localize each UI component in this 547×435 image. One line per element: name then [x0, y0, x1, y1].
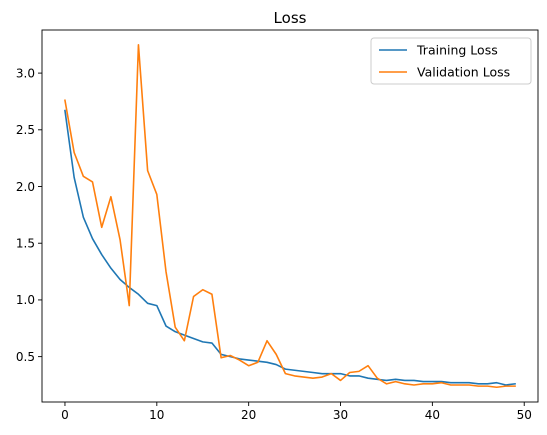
y-tick-label: 1.5	[16, 237, 35, 251]
x-tick-label: 50	[517, 408, 532, 422]
legend-label-training-loss: Training Loss	[416, 43, 498, 58]
y-tick-label: 2.0	[16, 180, 35, 194]
x-tick-label: 30	[333, 408, 348, 422]
y-tick-label: 2.5	[16, 123, 35, 137]
x-tick-label: 0	[61, 408, 69, 422]
series-layer	[64, 43, 516, 389]
x-tick-label: 40	[425, 408, 440, 422]
y-tick-label: 1.0	[16, 293, 35, 307]
legend-label-validation-loss: Validation Loss	[417, 65, 510, 80]
legend-box	[370, 37, 532, 85]
chart-title: Loss	[274, 9, 307, 27]
x-tick-label: 20	[241, 408, 256, 422]
y-tick-label: 3.0	[16, 66, 35, 80]
x-tick-label: 10	[149, 408, 164, 422]
axes-layer: 0 10 20 30 40 50 0.5 1.0 1.5 2.0 2.5 3.0	[16, 29, 539, 422]
series-line-training-loss	[64, 109, 516, 386]
y-tick-label: 0.5	[16, 350, 35, 364]
legend: Training Loss Validation Loss	[370, 37, 532, 85]
series-line-validation-loss	[64, 43, 516, 389]
plot-frame	[41, 29, 539, 403]
